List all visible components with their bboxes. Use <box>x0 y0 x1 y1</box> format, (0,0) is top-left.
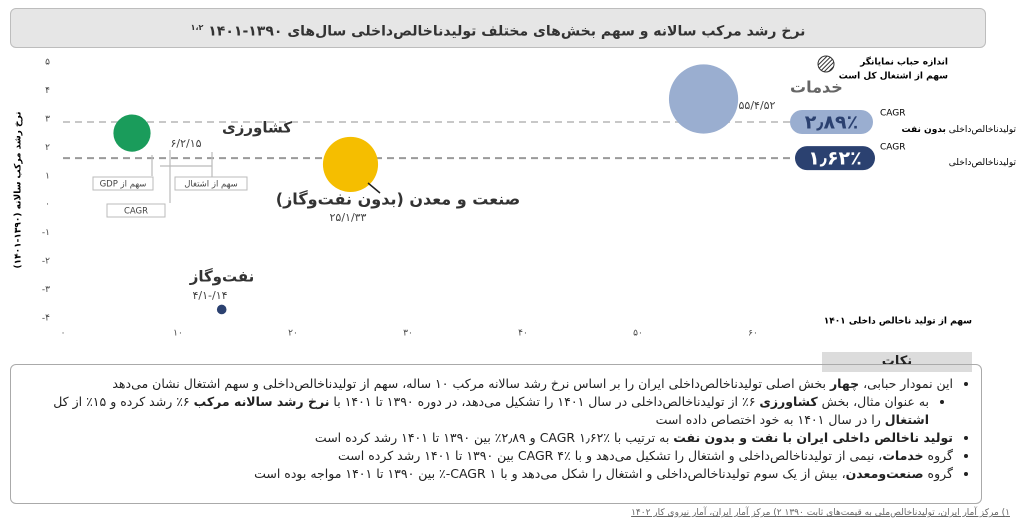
key-box <box>92 176 154 191</box>
note-run: به ترتیب با CAGR ۱٫۶۲٪ و ۲٫۸۹٪ بین ۱۳۹۰ … <box>314 430 674 445</box>
x-tick-label: ۰ <box>61 329 66 339</box>
notes-title: نکات <box>822 352 972 372</box>
footnote: ۱) مرکز آمار ایران، تولیدناخالص‌ملی به ق… <box>631 508 1010 518</box>
bubble-name: خدمات <box>790 78 843 97</box>
y-tick-label: ۵ <box>45 58 50 68</box>
note-subitem: به عنوان مثال، بخش کشاورزی ۶٪ از تولیدنا… <box>21 393 929 429</box>
size-legend-text: اندازه حباب نمایانگر <box>859 56 948 68</box>
bubble-name: صنعت و معدن (بدون نفت‌وگاز) <box>276 190 520 209</box>
key-text: سهم از GDP <box>100 180 147 190</box>
leader-line <box>367 182 381 194</box>
note-run: تولید ناخالص داخلی ایران با نفت و بدون ن… <box>673 430 953 445</box>
note-run: چهار <box>829 376 860 391</box>
note-run: این نمودار حبابی، <box>859 376 953 391</box>
bubble-name: کشاورزی <box>222 119 292 137</box>
bubble-label: ۲۵/۱/۳۳ <box>330 211 367 224</box>
note-run: صنعت‌ومعدن <box>845 466 924 481</box>
note-sublist: به عنوان مثال، بخش کشاورزی ۶٪ از تولیدنا… <box>21 393 953 429</box>
reference-name-text: تولیدناخالص‌داخلی <box>949 158 1017 168</box>
title-note: ۱،۲ <box>190 23 204 32</box>
bubble-name: نفت‌وگاز <box>189 268 255 286</box>
reference-name: تولیدناخالص‌داخلی بدون نفت <box>902 125 1017 135</box>
note-run: را در سال ۱۴۰۱ به خود اختصاص داده است <box>655 412 885 427</box>
key-box <box>106 203 166 218</box>
reference-qualifier: بدون نفت <box>902 125 946 135</box>
x-tick-label: ۴۰ <box>518 329 528 339</box>
bubble-label: ۵۵/۴/۵۲ <box>739 99 776 112</box>
note-item: تولید ناخالص داخلی ایران با نفت و بدون ن… <box>21 429 953 447</box>
note-run: به عنوان مثال، بخش <box>817 394 929 409</box>
y-tick-label: ۳ <box>45 114 50 124</box>
reference-tag: CAGR <box>880 109 906 119</box>
x-tick-label: ۳۰ <box>403 329 413 339</box>
bubble <box>216 304 227 315</box>
reference-name: تولیدناخالص‌داخلی <box>949 158 1017 168</box>
bubble-label: ۱۴/-۴/۱ <box>192 289 227 302</box>
note-run: ۶٪ رشد کرده و ۱۵٪ از کل <box>53 394 194 409</box>
x-tick-label: ۲۰ <box>288 329 298 339</box>
y-tick-label: ۱ <box>45 171 50 181</box>
note-run: اشتغال <box>884 412 929 427</box>
notes-list: این نمودار حبابی، چهار بخش اصلی تولیدناخ… <box>21 375 967 483</box>
y-tick-label: ۰ <box>45 200 50 210</box>
note-item: این نمودار حبابی، چهار بخش اصلی تولیدناخ… <box>21 375 953 429</box>
reference-pill <box>795 146 875 171</box>
title-bar: نرخ رشد مرکب سالانه و سهم بخش‌های مختلف … <box>10 8 986 48</box>
note-run: ، بیش از یک سوم تولیدناخالص‌داخلی و اشتغ… <box>254 466 846 481</box>
key-box <box>174 176 248 191</box>
bubble <box>113 114 151 152</box>
bubble <box>668 64 739 134</box>
bubble-label: ۶/۲/۱۵ <box>170 137 201 150</box>
note-run: ۶٪ از تولیدناخالص‌داخلی در سال ۱۴۰۱ را ت… <box>329 394 760 409</box>
size-legend-text: سهم از اشتغال کل است <box>839 72 948 82</box>
note-run: نرخ رشد سالانه مرکب <box>193 394 330 409</box>
x-tick-label: ۶۰ <box>748 329 758 339</box>
note-run: گروه <box>923 448 953 463</box>
y-tick-label: -۱ <box>42 228 50 238</box>
title: نرخ رشد مرکب سالانه و سهم بخش‌های مختلف … <box>208 23 806 40</box>
x-tick-label: ۱۰ <box>173 329 183 339</box>
y-tick-label: ۲ <box>45 143 50 153</box>
y-tick-label: ۴ <box>45 86 50 96</box>
note-item: گروه صنعت‌ومعدن، بیش از یک سوم تولیدناخا… <box>21 465 953 483</box>
note-run: بخش اصلی تولیدناخالص‌داخلی ایران را بر ا… <box>112 376 830 391</box>
note-run: گروه <box>923 466 953 481</box>
reference-tag: CAGR <box>880 143 906 153</box>
note-run: ، نیمی از تولیدناخالص‌داخلی و اشتغال را … <box>338 448 883 463</box>
reference-pill <box>790 110 873 135</box>
y-tick-label: -۳ <box>42 285 50 295</box>
note-run: خدمات <box>882 448 924 463</box>
size-legend-icon <box>817 55 835 73</box>
reference-name-text: تولیدناخالص‌داخلی <box>949 125 1017 135</box>
reference-value: ۱٫۶۲٪ <box>808 148 862 170</box>
y-tick-label: -۴ <box>42 314 50 324</box>
x-tick-label: ۵۰ <box>633 329 643 339</box>
y-axis-title: نرخ رشد مرکب سالانه (۱۳۹۰-۱۴۰۱) <box>14 112 24 269</box>
note-run: کشاورزی <box>759 394 818 409</box>
notes-box: این نمودار حبابی، چهار بخش اصلی تولیدناخ… <box>10 364 982 504</box>
bubble <box>322 136 379 192</box>
y-tick-label: -۲ <box>42 257 50 267</box>
key-text: سهم از اشتغال <box>184 180 237 190</box>
note-item: گروه خدمات، نیمی از تولیدناخالص‌داخلی و … <box>21 447 953 465</box>
x-axis-title: سهم از تولید ناخالص داخلی ۱۴۰۱ <box>824 317 972 327</box>
reference-value: ۲٫۸۹٪ <box>805 112 859 134</box>
key-text: CAGR <box>124 207 148 217</box>
